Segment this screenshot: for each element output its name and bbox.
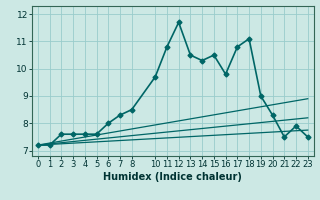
- X-axis label: Humidex (Indice chaleur): Humidex (Indice chaleur): [103, 172, 242, 182]
